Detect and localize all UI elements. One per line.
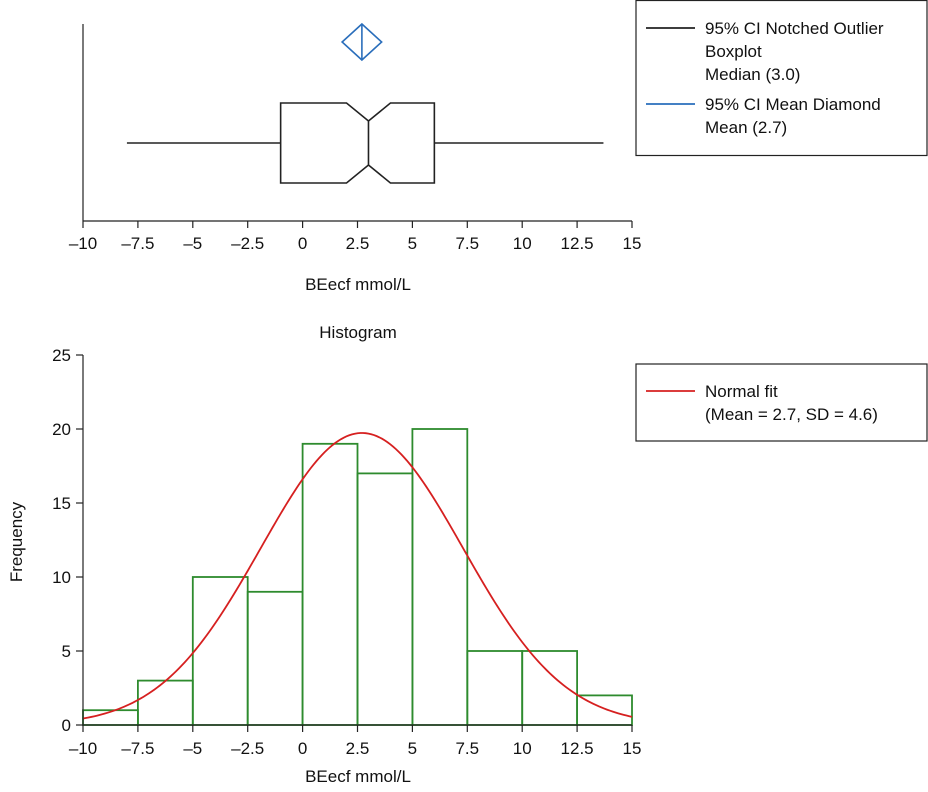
boxplot-x-ticks: –10 –7.5 –5 –2.5 0 2.5 5 7.5 10 12.5 15 — [69, 221, 642, 253]
histogram-x-tick-label-12p5: 12.5 — [561, 739, 594, 758]
histogram-y-tick-label-5: 5 — [62, 642, 71, 661]
histogram-title: Histogram — [319, 323, 396, 342]
histogram-x-tick-label-2p5: 2.5 — [346, 739, 370, 758]
boxplot-legend-frame — [635, 0, 928, 157]
histogram-bar-0 — [301, 442, 359, 726]
legend-label-boxplot-line3: Median (3.0) — [705, 65, 800, 84]
legend-label-mean-diamond-line1: 95% CI Mean Diamond — [705, 95, 881, 114]
boxplot-x-axis-label: BEecf mmol/L — [305, 275, 411, 294]
histogram-x-tick-label-neg10: –10 — [69, 739, 97, 758]
histogram-bar-neg2p5 — [246, 590, 304, 726]
histogram-x-tick-label-neg2p5: –2.5 — [231, 739, 264, 758]
histogram-legend: Normal fit (Mean = 2.7, SD = 4.6) — [635, 363, 928, 442]
boxplot-x-tick-label-0: 0 — [298, 234, 307, 253]
normal-fit-curve — [82, 432, 633, 720]
legend-label-normal-fit-line1: Normal fit — [705, 382, 778, 401]
histogram-x-tick-label-neg5: –5 — [183, 739, 202, 758]
histogram-y-tick-label-10: 10 — [52, 568, 71, 587]
mean-diamond — [340, 22, 383, 62]
notched-box — [279, 102, 436, 184]
histogram-bar-neg7p5 — [136, 679, 194, 726]
boxplot-x-tick-label-5: 5 — [408, 234, 417, 253]
histogram-panel: Histogram –10 –7.5 –5 –2.5 0 2.5 5 7.5 10 12.5 15 … — [7, 323, 928, 786]
histogram-x-tick-label-5: 5 — [408, 739, 417, 758]
histogram-y-axis-label: Frequency — [7, 501, 26, 582]
histogram-y-tick-label-20: 20 — [52, 420, 71, 439]
histogram-x-tick-label-10: 10 — [513, 739, 532, 758]
histogram-legend-frame — [635, 363, 928, 442]
histogram-y-tick-label-0: 0 — [62, 716, 71, 735]
histogram-bar-10 — [521, 650, 579, 726]
boxplot-panel: –10 –7.5 –5 –2.5 0 2.5 5 7.5 10 12.5 15 BEecf mmol… — [69, 0, 928, 294]
histogram-x-ticks: –10 –7.5 –5 –2.5 0 2.5 5 7.5 10 12.5 15 — [69, 725, 642, 758]
legend-label-boxplot-line1: 95% CI Notched Outlier — [705, 19, 884, 38]
histogram-bar-7p5 — [466, 650, 524, 726]
legend-label-normal-fit-line2: (Mean = 2.7, SD = 4.6) — [705, 405, 878, 424]
boxplot-x-tick-label-neg2p5: –2.5 — [231, 234, 264, 253]
mean-diamond-shape — [340, 22, 383, 62]
histogram-bar-2p5 — [356, 472, 414, 726]
legend-label-boxplot-line2: Boxplot — [705, 42, 762, 61]
legend-label-mean-diamond-line2: Mean (2.7) — [705, 118, 787, 137]
histogram-y-ticks: 0 5 10 15 20 25 — [52, 346, 83, 735]
histogram-x-axis-label: BEecf mmol/L — [305, 767, 411, 786]
histogram-x-tick-label-7p5: 7.5 — [455, 739, 479, 758]
boxplot-legend: 95% CI Notched Outlier Boxplot Median (3… — [635, 0, 928, 157]
boxplot-x-tick-label-neg7p5: –7.5 — [121, 234, 154, 253]
histogram-y-tick-label-15: 15 — [52, 494, 71, 513]
boxplot-x-tick-label-10: 10 — [513, 234, 532, 253]
histogram-x-tick-label-15: 15 — [623, 739, 642, 758]
boxplot-x-tick-label-15: 15 — [623, 234, 642, 253]
boxplot-x-tick-label-2p5: 2.5 — [346, 234, 370, 253]
histogram-y-tick-label-25: 25 — [52, 346, 71, 365]
histogram-x-tick-label-neg7p5: –7.5 — [121, 739, 154, 758]
histogram-x-tick-label-0: 0 — [298, 739, 307, 758]
histogram-bar-neg5 — [191, 576, 249, 726]
boxplot-x-tick-label-12p5: 12.5 — [561, 234, 594, 253]
boxplot-x-tick-label-neg10: –10 — [69, 234, 97, 253]
boxplot-x-tick-label-neg5: –5 — [183, 234, 202, 253]
histogram-bar-5 — [411, 428, 469, 726]
boxplot-x-tick-label-7p5: 7.5 — [455, 234, 479, 253]
